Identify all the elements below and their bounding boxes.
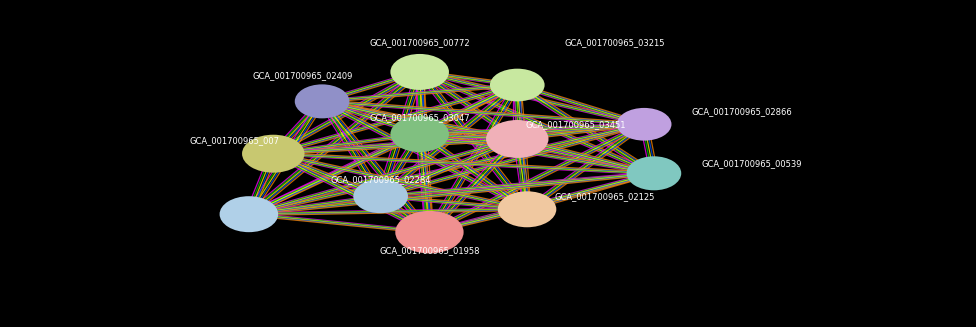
Ellipse shape (242, 135, 305, 173)
Text: GCA_001700965_02866: GCA_001700965_02866 (691, 107, 793, 116)
Text: GCA_001700965_00539: GCA_001700965_00539 (702, 159, 801, 168)
Ellipse shape (395, 211, 464, 253)
Ellipse shape (390, 54, 449, 90)
Ellipse shape (617, 108, 671, 141)
Ellipse shape (220, 196, 278, 232)
Ellipse shape (295, 84, 349, 118)
Text: GCA_001700965_01958: GCA_001700965_01958 (380, 246, 479, 255)
Ellipse shape (490, 69, 545, 101)
Ellipse shape (486, 120, 549, 158)
Ellipse shape (390, 116, 449, 152)
Text: GCA_001700965_00772: GCA_001700965_00772 (369, 38, 470, 47)
Text: GCA_001700965_03047: GCA_001700965_03047 (369, 113, 470, 122)
Ellipse shape (353, 179, 408, 213)
Text: GCA_001700965_03215: GCA_001700965_03215 (565, 38, 665, 47)
Text: GCA_001700965_02284: GCA_001700965_02284 (331, 175, 430, 184)
Text: GCA_001700965_02409: GCA_001700965_02409 (253, 71, 352, 80)
Text: GCA_001700965_02125: GCA_001700965_02125 (555, 192, 655, 201)
Ellipse shape (627, 156, 681, 190)
Text: GCA_001700965_007: GCA_001700965_007 (189, 136, 279, 145)
Text: GCA_001700965_03451: GCA_001700965_03451 (526, 120, 626, 129)
Ellipse shape (498, 191, 556, 227)
